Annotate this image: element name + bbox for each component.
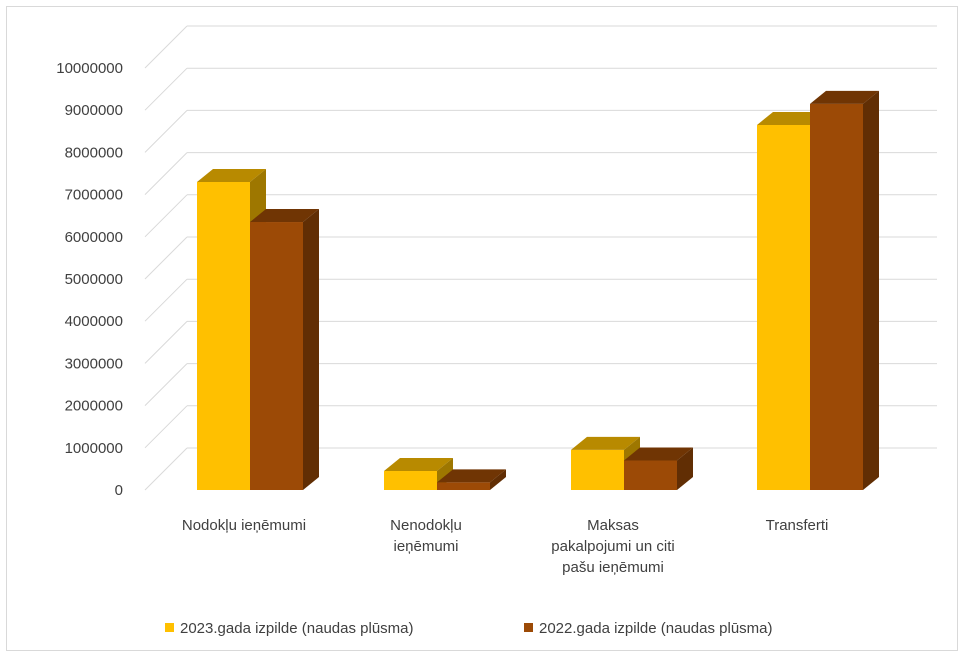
bar-2022-1 [437,469,506,490]
legend-swatch-2022 [524,623,533,632]
gridline-diagonal [144,25,188,69]
y-tick-label: 10000000 [56,60,123,77]
legend-label-2023: 2023.gada izpilde (naudas plūsma) [180,620,414,637]
gridline-diagonal [144,194,188,238]
gridline-diagonal [144,363,188,406]
category-label: Maksas pakalpojumi un citi pašu ieņēmumi [551,517,674,576]
bar-2022-0 [250,209,319,490]
y-tick-label: 8000000 [65,144,123,161]
category-label: Transferti [766,517,829,534]
y-tick-label: 0 [115,482,123,499]
bar-2022-2 [624,447,693,490]
y-tick-label: 4000000 [65,313,123,330]
bars [197,90,879,491]
gridline-diagonal [144,236,188,280]
y-tick-label: 1000000 [65,440,123,457]
bar-2022-3 [810,90,879,491]
gridline-diagonal [144,447,188,491]
legend: 2023.gada izpilde (naudas plūsma) 2022.g… [165,620,773,637]
y-tick-label: 7000000 [65,187,123,204]
gridline-diagonal [144,278,188,322]
gridline-diagonal [144,321,188,364]
y-tick-label: 5000000 [65,271,123,288]
y-tick-label: 6000000 [65,229,123,246]
category-labels: Nodokļu ieņēmumi Nenodokļu ieņēmumi Maksas p… [182,517,829,576]
category-label: Nenodokļu ieņēmumi [390,517,462,555]
y-tick-label: 2000000 [65,398,123,415]
gridline-diagonal [144,152,188,195]
legend-label-2022: 2022.gada izpilde (naudas plūsma) [539,620,773,637]
bar-2023-2 [571,436,640,490]
gridline-diagonal [144,110,188,153]
gridline-diagonal [144,405,188,449]
y-tick-label: 3000000 [65,355,123,372]
y-tick-label: 9000000 [65,102,123,119]
gridline-diagonal [144,67,188,111]
category-label: Nodokļu ieņēmumi [182,517,306,534]
y-axis-ticks: 0 1000000 2000000 3000000 4000000 5000000 6000… [56,60,123,499]
legend-swatch-2023 [165,623,174,632]
